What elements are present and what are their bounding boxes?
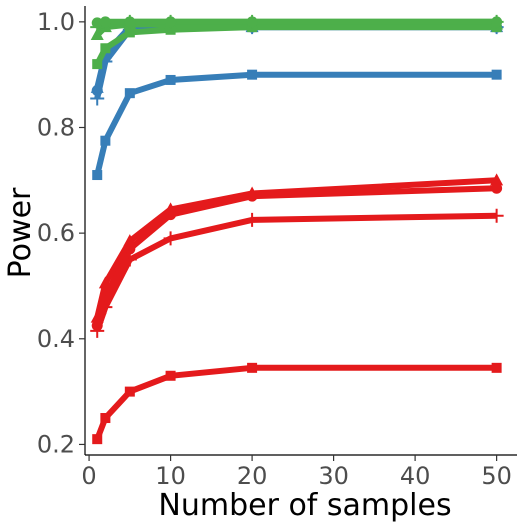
series-line <box>94 24 497 66</box>
series-blue-square <box>92 69 502 181</box>
y-axis-title: Power <box>3 187 38 278</box>
data-point-square <box>124 27 135 38</box>
data-point-square <box>165 24 176 35</box>
series-line <box>96 18 497 26</box>
data-point-square <box>491 69 502 80</box>
series-red-triangle <box>90 173 504 323</box>
data-point-square <box>100 413 111 424</box>
ticks-layer: 0.2 0.4 0.6 0.8 1.0 0 10 20 30 40 50 <box>37 8 512 490</box>
data-point-plus <box>163 231 178 246</box>
data-point-circle <box>491 182 503 194</box>
data-point-square <box>100 43 111 54</box>
x-tick-label: 10 <box>155 462 186 490</box>
series-green-circle <box>91 16 503 29</box>
data-point-circle <box>491 16 503 28</box>
y-tick-label: 1.0 <box>37 8 75 36</box>
series-line <box>94 364 497 441</box>
series-line <box>94 71 497 176</box>
axes-layer <box>84 6 517 456</box>
y-tick-label: 0.8 <box>37 113 75 141</box>
series-red-square <box>92 362 502 445</box>
data-point-triangle <box>245 186 259 199</box>
y-tick-label: 0.2 <box>37 430 75 458</box>
x-tick-label: 30 <box>318 462 349 490</box>
y-tick-label: 0.4 <box>37 325 75 353</box>
series-red-circle <box>91 182 503 332</box>
x-tick-label: 0 <box>81 462 96 490</box>
data-point-triangle <box>490 173 504 186</box>
data-point-square <box>92 434 103 445</box>
data-point-square <box>92 59 103 70</box>
data-point-triangle <box>123 234 137 247</box>
data-point-triangle <box>90 80 104 93</box>
x-tick-label: 20 <box>237 462 268 490</box>
data-point-square <box>165 370 176 381</box>
series-green-square <box>92 22 502 70</box>
data-point-plus <box>245 212 260 227</box>
data-point-circle <box>124 16 136 28</box>
data-point-circle <box>99 16 111 28</box>
data-point-circle <box>165 16 177 28</box>
series-line <box>94 212 497 332</box>
x-axis-title: Number of samples <box>158 488 451 523</box>
data-point-square <box>92 170 103 181</box>
data-point-circle <box>91 320 103 332</box>
y-tick-label: 0.6 <box>37 219 75 247</box>
data-point-circle <box>91 17 103 29</box>
x-tick-label: 40 <box>400 462 431 490</box>
data-point-square <box>124 88 135 99</box>
x-tick-label: 50 <box>481 462 512 490</box>
series-line <box>94 24 497 89</box>
data-point-square <box>247 69 258 80</box>
data-point-plus <box>489 208 504 223</box>
data-point-square <box>124 386 135 397</box>
data-point-triangle <box>98 276 112 289</box>
series-line <box>94 24 497 100</box>
data-point-square <box>100 135 111 146</box>
data-point-triangle <box>90 310 104 323</box>
data-point-triangle <box>164 202 178 215</box>
series-line <box>94 185 497 327</box>
data-point-square <box>247 362 258 373</box>
series-line <box>94 24 497 92</box>
series-line <box>94 177 497 319</box>
data-point-square <box>165 74 176 85</box>
series-layer <box>90 14 504 445</box>
data-point-circle <box>246 16 258 28</box>
data-point-square <box>491 362 502 373</box>
